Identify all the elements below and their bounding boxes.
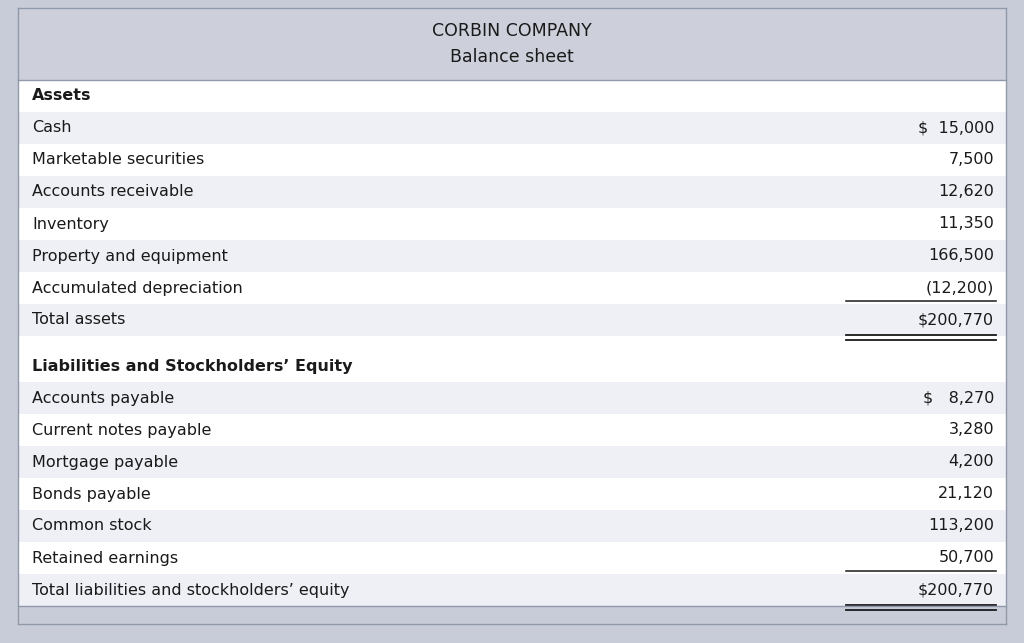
Bar (18, 446, 1006, 478)
Text: (12,200): (12,200) (926, 280, 994, 296)
Text: Mortgage payable: Mortgage payable (32, 455, 178, 469)
Text: 166,500: 166,500 (928, 248, 994, 264)
Text: 4,200: 4,200 (948, 455, 994, 469)
Bar (18, 272, 1006, 304)
Text: 12,620: 12,620 (938, 185, 994, 199)
Bar (18, 176, 1006, 208)
Text: $200,770: $200,770 (918, 583, 994, 597)
Text: 3,280: 3,280 (948, 422, 994, 437)
Bar (18, 8, 1006, 80)
Text: Accumulated depreciation: Accumulated depreciation (32, 280, 243, 296)
Text: Cash: Cash (32, 120, 72, 136)
Text: $200,770: $200,770 (918, 312, 994, 327)
Bar (18, 574, 1006, 606)
Text: Liabilities and Stockholders’ Equity: Liabilities and Stockholders’ Equity (32, 359, 352, 374)
Text: Current notes payable: Current notes payable (32, 422, 211, 437)
Bar (18, 208, 1006, 240)
Bar (18, 478, 1006, 510)
Text: Property and equipment: Property and equipment (32, 248, 228, 264)
Bar (18, 336, 1006, 350)
Bar (18, 240, 1006, 272)
Text: $   8,270: $ 8,270 (923, 390, 994, 406)
Text: $  15,000: $ 15,000 (918, 120, 994, 136)
Bar (18, 414, 1006, 446)
Text: Retained earnings: Retained earnings (32, 550, 178, 565)
Text: 21,120: 21,120 (938, 487, 994, 502)
Text: Marketable securities: Marketable securities (32, 152, 204, 167)
Text: Total assets: Total assets (32, 312, 125, 327)
Text: Bonds payable: Bonds payable (32, 487, 151, 502)
Text: 7,500: 7,500 (948, 152, 994, 167)
Bar (18, 606, 1006, 624)
Text: Balance sheet: Balance sheet (451, 48, 573, 66)
Bar (18, 144, 1006, 176)
Text: Inventory: Inventory (32, 217, 109, 231)
Text: Assets: Assets (32, 89, 91, 104)
Bar (18, 80, 1006, 112)
Text: 113,200: 113,200 (928, 518, 994, 534)
Text: Common stock: Common stock (32, 518, 152, 534)
Bar (18, 382, 1006, 414)
Bar (18, 510, 1006, 542)
Bar (18, 304, 1006, 336)
Text: Accounts payable: Accounts payable (32, 390, 174, 406)
Text: CORBIN COMPANY: CORBIN COMPANY (432, 22, 592, 40)
Text: 11,350: 11,350 (938, 217, 994, 231)
Bar (18, 542, 1006, 574)
Text: 50,700: 50,700 (938, 550, 994, 565)
Text: Accounts receivable: Accounts receivable (32, 185, 194, 199)
Bar (18, 350, 1006, 382)
Text: Total liabilities and stockholders’ equity: Total liabilities and stockholders’ equi… (32, 583, 349, 597)
Bar (18, 112, 1006, 144)
